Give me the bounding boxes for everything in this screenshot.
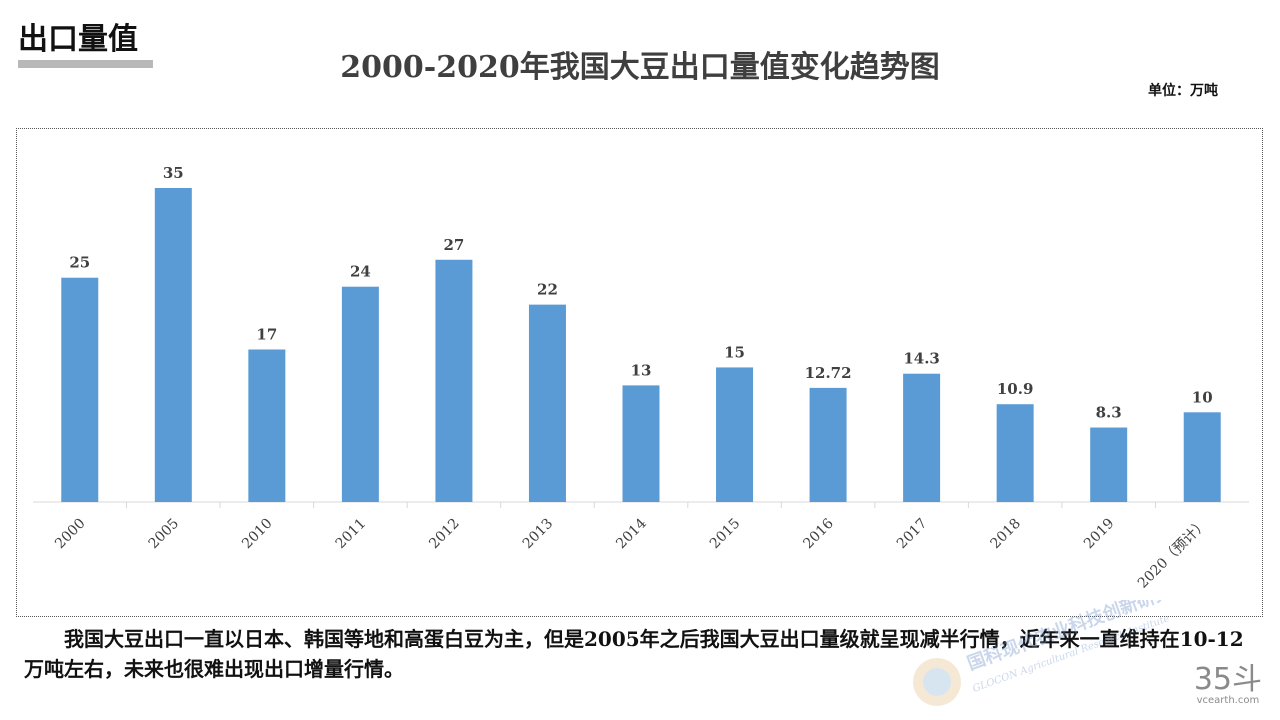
bar-chart: 25 2000 35 2005 17 2010 24 2011 27 2012 22 2013 13 20… xyxy=(33,164,1249,592)
x-tick-label: 2005 xyxy=(146,516,183,553)
bar xyxy=(154,188,192,502)
x-tick-label: 2020（预计） xyxy=(1135,516,1211,592)
data-label: 14.3 xyxy=(903,350,940,368)
chart-title: 2000-2020年我国大豆出口量值变化趋势图 xyxy=(340,50,940,85)
bar xyxy=(622,385,660,502)
x-tick-label: 2015 xyxy=(707,516,744,553)
x-tick-label: 2010 xyxy=(239,516,276,553)
data-label: 15 xyxy=(724,343,745,361)
caption-text: 我国大豆出口一直以日本、韩国等地和高蛋白豆为主，但是2005年之后我国大豆出口量… xyxy=(24,627,1244,681)
brand-url: vcearth.com xyxy=(1196,695,1260,706)
x-tick-label: 2017 xyxy=(894,516,931,553)
x-tick-label: 2000 xyxy=(52,516,89,553)
bar xyxy=(903,373,941,502)
data-label: 24 xyxy=(350,263,371,281)
brand-mark: 35斗 vcearth.com xyxy=(1193,662,1262,707)
bar xyxy=(528,304,566,502)
data-label: 27 xyxy=(443,236,464,254)
x-tick-label: 2019 xyxy=(1081,516,1118,553)
data-label: 22 xyxy=(537,281,558,299)
x-tick-label: 2012 xyxy=(426,516,463,553)
data-label: 10 xyxy=(1192,388,1213,406)
x-tick-label: 2011 xyxy=(333,516,370,553)
chart-frame: 25 2000 35 2005 17 2010 24 2011 27 2012 22 2013 13 20… xyxy=(16,128,1263,617)
watermark-logo-inner-icon xyxy=(923,668,951,696)
data-label: 10.9 xyxy=(997,380,1034,398)
brand-logo-text: 35斗 xyxy=(1193,662,1262,697)
bar xyxy=(61,277,99,502)
data-label: 35 xyxy=(163,164,184,182)
watermark-logo-icon xyxy=(913,658,961,706)
data-label: 13 xyxy=(631,361,652,379)
x-tick-label: 2018 xyxy=(987,516,1024,553)
bar xyxy=(435,259,473,502)
bar xyxy=(716,367,754,502)
bar xyxy=(1183,412,1221,502)
section-title-underline xyxy=(18,60,153,68)
data-label: 8.3 xyxy=(1096,404,1122,422)
data-label: 12.72 xyxy=(805,364,852,382)
section-title: 出口量值 xyxy=(18,22,138,57)
bar xyxy=(248,349,286,502)
bar xyxy=(809,387,847,502)
bar xyxy=(341,286,379,502)
data-label: 25 xyxy=(69,254,90,272)
x-tick-label: 2014 xyxy=(613,515,650,552)
watermark: 国科现代农业科技创新研究院 GLOCON Agricultural Resear… xyxy=(913,600,1192,706)
x-tick-label: 2016 xyxy=(800,515,837,552)
bar xyxy=(996,404,1034,502)
bar xyxy=(1090,427,1128,502)
data-label: 17 xyxy=(256,325,277,343)
x-tick-label: 2013 xyxy=(520,516,557,553)
unit-label: 单位：万吨 xyxy=(1148,83,1218,99)
watermark-cn-text: 国科现代农业科技创新研究院 xyxy=(964,600,1191,675)
